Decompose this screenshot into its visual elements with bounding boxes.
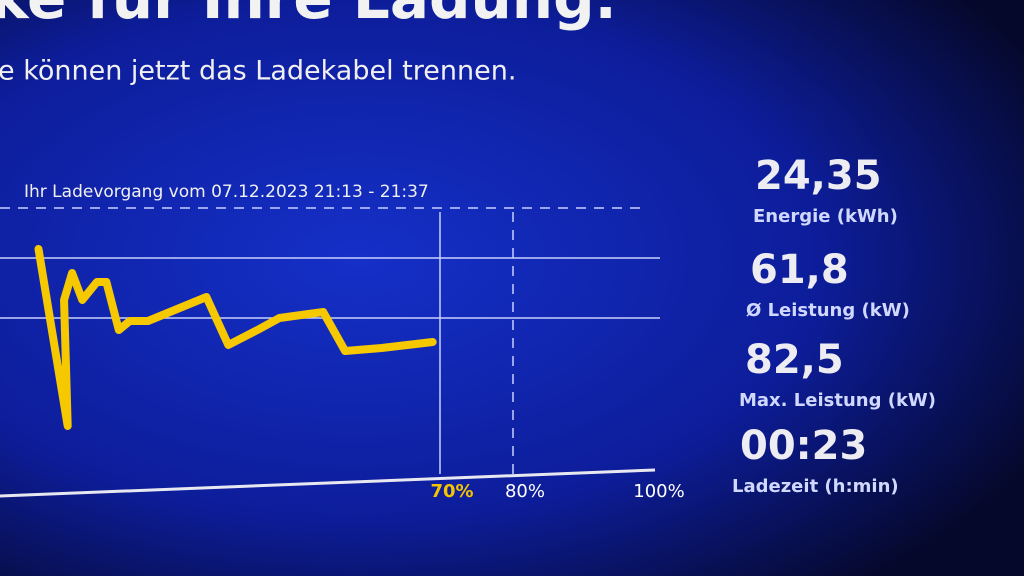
power-line	[34, 245, 437, 430]
x-tick-label: 80%	[505, 481, 545, 502]
x-tick-label: 100%	[633, 481, 684, 502]
stat-value: 24,35	[755, 153, 882, 199]
title: ke für Ihre Ladung.	[0, 0, 617, 32]
chart-title: Ihr Ladevorgang vom 07.12.2023 21:13 - 2…	[24, 182, 429, 202]
x-axis	[0, 468, 656, 498]
stat-label: Max. Leistung (kW)	[739, 390, 936, 411]
stat-value: 82,5	[745, 337, 844, 383]
stat-value: 00:23	[740, 423, 867, 469]
stat-label: Ladezeit (h:min)	[732, 476, 899, 497]
stat-label: Ø Leistung (kW)	[746, 300, 910, 321]
x-tick-label: 70%	[430, 481, 473, 502]
stat-value: 61,8	[750, 247, 849, 293]
subtitle: e können jetzt das Ladekabel trennen.	[0, 56, 516, 87]
stat-label: Energie (kWh)	[753, 206, 898, 227]
